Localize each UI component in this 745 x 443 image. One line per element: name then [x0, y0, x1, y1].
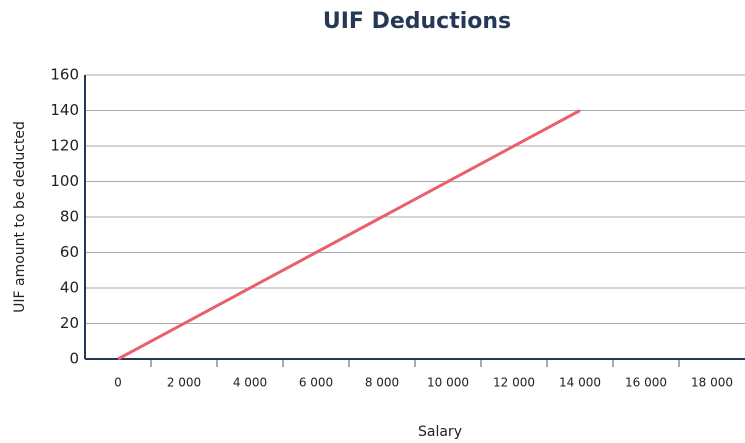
x-tick-label: 8 000 [365, 376, 399, 390]
x-tick-label: 12 000 [493, 376, 535, 390]
chart-title: UIF Deductions [323, 9, 511, 34]
x-tick-label: 4 000 [233, 376, 267, 390]
y-tick-label: 20 [60, 314, 79, 332]
y-tick-label: 100 [50, 172, 79, 190]
y-tick-label: 0 [69, 350, 79, 368]
y-axis-label: UIF amount to be deducted [12, 121, 28, 313]
y-tick-label: 80 [60, 208, 79, 226]
x-tick-label: 10 000 [427, 376, 469, 390]
y-tick-label: 120 [50, 137, 79, 155]
x-tick-label: 6 000 [299, 376, 333, 390]
x-tick-label: 16 000 [625, 376, 667, 390]
x-tick-label: 18 000 [691, 376, 733, 390]
y-tick-label: 40 [60, 279, 79, 297]
x-tick-label: 2 000 [167, 376, 201, 390]
x-axis-label: Salary [418, 424, 462, 440]
y-tick-label: 140 [50, 101, 79, 119]
data-line [117, 109, 581, 361]
x-tick-label: 0 [114, 376, 122, 390]
x-tick-label: 14 000 [559, 376, 601, 390]
y-tick-label: 60 [60, 243, 79, 261]
y-tick-label: 160 [50, 66, 79, 84]
